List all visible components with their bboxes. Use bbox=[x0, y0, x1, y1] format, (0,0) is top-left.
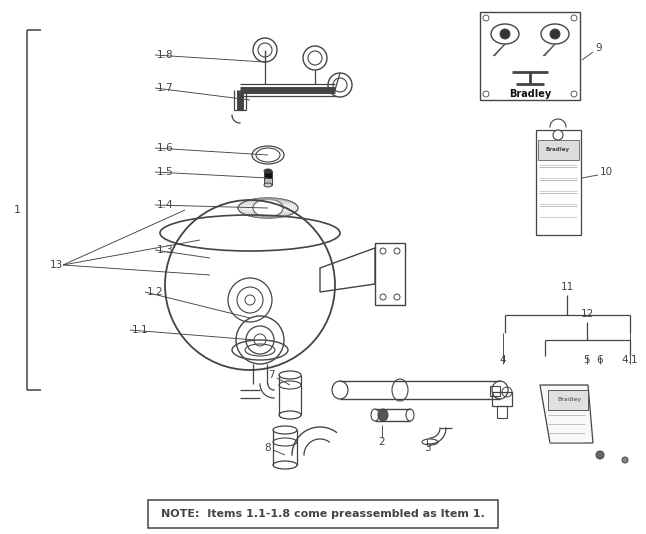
Ellipse shape bbox=[378, 409, 388, 421]
Text: 8: 8 bbox=[264, 443, 271, 453]
Bar bbox=[492, 392, 512, 406]
Ellipse shape bbox=[264, 169, 272, 173]
Bar bbox=[548, 390, 588, 410]
Bar bbox=[497, 406, 507, 418]
Text: 1.4: 1.4 bbox=[157, 200, 174, 210]
Bar bbox=[148, 500, 498, 528]
Text: 10: 10 bbox=[600, 167, 613, 177]
Text: 4: 4 bbox=[500, 355, 506, 365]
Polygon shape bbox=[540, 385, 593, 443]
Text: 3: 3 bbox=[424, 443, 430, 453]
Text: 1.1: 1.1 bbox=[132, 325, 149, 335]
Text: Bradley: Bradley bbox=[546, 147, 570, 153]
Text: 11: 11 bbox=[560, 282, 574, 292]
Text: 1.5: 1.5 bbox=[157, 167, 174, 177]
Text: Bradley: Bradley bbox=[509, 89, 551, 99]
Bar bbox=[264, 178, 272, 185]
Text: 7: 7 bbox=[268, 370, 275, 380]
Text: 1.7: 1.7 bbox=[157, 83, 174, 93]
Bar bbox=[490, 386, 500, 396]
Bar bbox=[538, 140, 579, 160]
Circle shape bbox=[500, 29, 510, 39]
Text: Bradley: Bradley bbox=[557, 397, 581, 403]
Text: 6: 6 bbox=[597, 355, 603, 365]
Bar bbox=[264, 171, 272, 178]
Text: 9: 9 bbox=[595, 43, 601, 53]
Text: 1.8: 1.8 bbox=[157, 50, 174, 60]
Text: NOTE:  Items 1.1-1.8 come preassembled as Item 1.: NOTE: Items 1.1-1.8 come preassembled as… bbox=[161, 509, 485, 519]
Text: 1: 1 bbox=[14, 205, 21, 215]
Bar bbox=[480, 12, 580, 100]
Text: 12: 12 bbox=[580, 309, 594, 319]
Bar bbox=[375, 243, 405, 305]
Text: 1.3: 1.3 bbox=[157, 245, 174, 255]
Text: 4.1: 4.1 bbox=[621, 355, 638, 365]
Text: 5: 5 bbox=[584, 355, 590, 365]
Circle shape bbox=[553, 130, 563, 140]
Text: 1.6: 1.6 bbox=[157, 143, 174, 153]
Circle shape bbox=[622, 457, 628, 463]
Bar bbox=[536, 130, 581, 235]
Circle shape bbox=[550, 29, 560, 39]
Ellipse shape bbox=[264, 183, 272, 187]
Text: 2: 2 bbox=[379, 437, 385, 447]
Circle shape bbox=[596, 451, 604, 459]
Text: 13: 13 bbox=[50, 260, 63, 270]
Text: 1.2: 1.2 bbox=[147, 287, 163, 297]
